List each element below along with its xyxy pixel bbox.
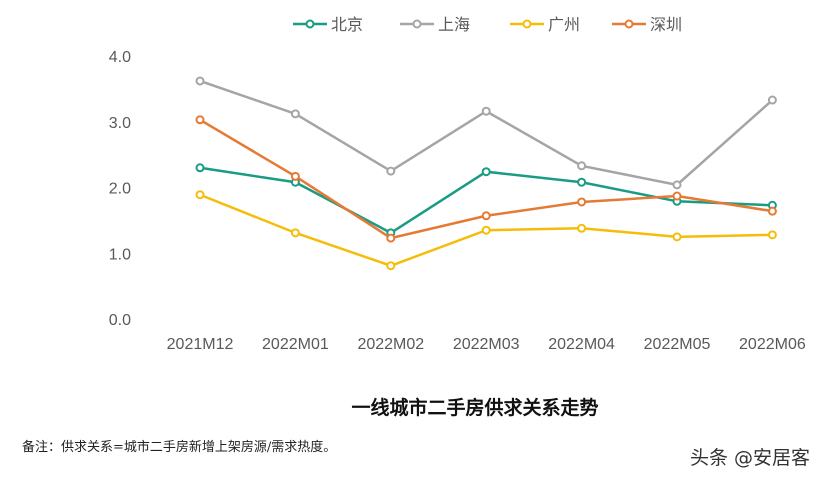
data-point: [767, 206, 777, 216]
data-point: [577, 177, 587, 187]
data-point: [672, 180, 682, 190]
line-chart: 0.0 1.0 2.0 3.0 4.0 2021M12 2022M01 2022M02 2022…: [109, 15, 806, 353]
data-point: [672, 191, 682, 201]
data-point: [481, 106, 491, 116]
legend-marker: [624, 19, 634, 29]
y-tick-label: 3.0: [109, 115, 131, 132]
x-tick-label: 2022M02: [357, 336, 424, 353]
data-point: [577, 223, 587, 233]
data-point: [577, 161, 587, 171]
data-point: [767, 95, 777, 105]
data-point: [195, 190, 205, 200]
legend-marker: [522, 19, 532, 29]
legend-label: 广州: [548, 15, 580, 34]
y-tick-label: 2.0: [109, 181, 131, 198]
legend-label: 深圳: [650, 15, 682, 34]
data-point: [290, 109, 300, 119]
data-point: [290, 171, 300, 181]
data-point: [386, 261, 396, 271]
data-point: [386, 233, 396, 243]
y-tick-label: 1.0: [109, 246, 131, 263]
x-tick-label: 2022M03: [453, 336, 520, 353]
y-tick-label: 4.0: [109, 49, 131, 66]
x-tick-label: 2022M04: [548, 336, 615, 353]
x-tick-label: 2022M06: [739, 336, 806, 353]
x-tick-label: 2022M01: [262, 336, 329, 353]
x-tick-label: 2021M12: [167, 336, 234, 353]
legend-marker: [412, 19, 422, 29]
data-point: [577, 197, 587, 207]
x-tick-label: 2022M05: [644, 336, 711, 353]
footnote: 备注：供求关系=城市二手房新增上架房源/需求热度。: [22, 440, 337, 455]
data-point: [195, 163, 205, 173]
y-tick-label: 0.0: [109, 312, 131, 329]
data-point: [481, 225, 491, 235]
data-point: [481, 211, 491, 221]
series-line-3: [199, 118, 773, 240]
legend-label: 北京: [331, 15, 363, 34]
data-point: [672, 232, 682, 242]
legend-label: 上海: [438, 15, 470, 34]
watermark: 头条 @安居客: [690, 447, 811, 469]
legend-marker: [305, 19, 315, 29]
chart-title: 一线城市二手房供求关系走势: [351, 397, 599, 419]
data-point: [767, 230, 777, 240]
data-point: [481, 167, 491, 177]
data-point: [290, 228, 300, 238]
data-point: [195, 76, 205, 86]
data-point: [195, 115, 205, 125]
data-point: [386, 166, 396, 176]
